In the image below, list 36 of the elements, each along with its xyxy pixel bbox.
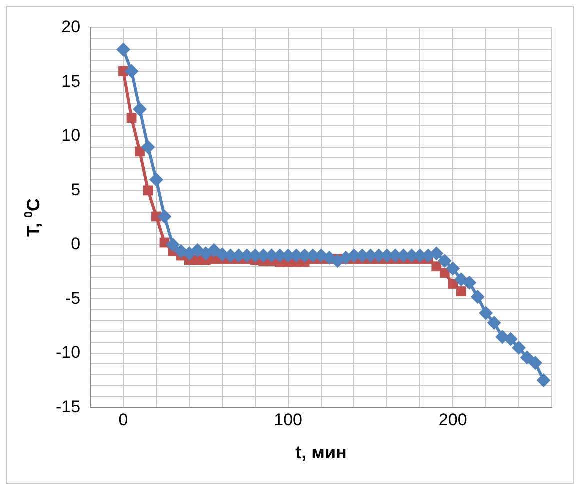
y-tick-label: -15 <box>56 397 81 416</box>
point <box>487 316 502 330</box>
x-tick-label: 200 <box>438 410 468 430</box>
point <box>149 172 164 187</box>
point <box>504 332 518 346</box>
point <box>430 246 444 261</box>
point <box>528 356 543 370</box>
point <box>536 373 551 388</box>
point <box>126 113 137 123</box>
point <box>124 64 139 78</box>
y-axis-title: T, 0C <box>22 198 44 238</box>
point <box>116 42 131 57</box>
x-axis-title: t, мин <box>296 442 347 463</box>
point <box>141 140 156 154</box>
point <box>438 254 452 268</box>
y-tick-label: -10 <box>56 343 81 362</box>
x-tick-label: 0 <box>118 410 128 430</box>
point <box>166 238 180 252</box>
point <box>479 306 494 320</box>
y-tick-label: 15 <box>62 72 81 91</box>
y-tick-label: 20 <box>62 18 81 37</box>
point <box>470 290 485 304</box>
y-tick-label: 0 <box>71 234 81 254</box>
point <box>462 276 477 290</box>
point <box>446 262 460 276</box>
point <box>143 186 154 196</box>
y-tick-label: 10 <box>62 126 81 146</box>
y-tick-label: -5 <box>65 288 81 308</box>
point <box>207 243 222 258</box>
x-tick-label: 100 <box>274 410 303 430</box>
y-tick-label: 5 <box>71 180 81 200</box>
point <box>520 350 534 365</box>
point <box>456 286 466 296</box>
point <box>158 210 172 224</box>
point <box>133 102 148 116</box>
point <box>512 340 526 355</box>
